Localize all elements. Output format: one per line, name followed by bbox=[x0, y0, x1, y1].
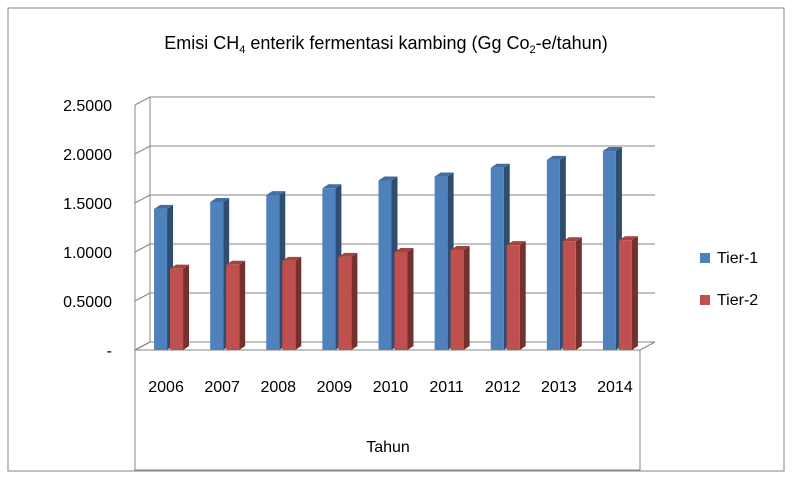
x-tick-label: 2007 bbox=[204, 379, 240, 396]
category-box bbox=[134, 350, 641, 471]
x-tick-label: 2012 bbox=[485, 379, 521, 396]
bar bbox=[394, 252, 408, 350]
y-tick-label: 0.5000 bbox=[63, 294, 112, 311]
bar bbox=[602, 151, 616, 350]
side-grid-line bbox=[134, 243, 151, 253]
x-axis-label: Tahun bbox=[366, 439, 410, 456]
bar bbox=[282, 260, 296, 350]
bar-top bbox=[378, 176, 398, 181]
y-tick-label: - bbox=[107, 343, 112, 360]
y-tick-label: 2.5000 bbox=[63, 98, 112, 115]
bar bbox=[506, 245, 520, 350]
bar-side bbox=[351, 252, 358, 350]
bar bbox=[322, 188, 336, 350]
bar bbox=[170, 268, 184, 350]
bar-top bbox=[154, 204, 174, 209]
bar-side bbox=[295, 256, 302, 350]
bar bbox=[154, 208, 168, 350]
legend-swatch bbox=[700, 253, 710, 263]
bar bbox=[618, 240, 632, 350]
chart-title: Emisi CH4 enterik fermentasi kambing (Gg… bbox=[164, 33, 607, 56]
bar-side bbox=[183, 264, 190, 350]
bar-top bbox=[506, 241, 526, 246]
bar-top bbox=[602, 147, 622, 152]
bar-top bbox=[226, 260, 246, 265]
x-tick-label: 2011 bbox=[429, 379, 464, 396]
legend-swatch bbox=[700, 295, 710, 305]
bar-top bbox=[618, 236, 638, 241]
bar-side bbox=[239, 260, 246, 350]
bar bbox=[210, 202, 224, 350]
bar bbox=[378, 180, 392, 350]
bar-top bbox=[490, 163, 510, 168]
bar bbox=[226, 264, 240, 350]
y-tick-label: 1.0000 bbox=[63, 245, 112, 262]
x-tick-label: 2010 bbox=[373, 379, 409, 396]
bar-top bbox=[450, 246, 470, 251]
side-grid-line bbox=[134, 145, 151, 155]
bar-top bbox=[266, 191, 286, 196]
x-tick-label: 2009 bbox=[317, 379, 353, 396]
bar bbox=[490, 167, 504, 350]
bar-side bbox=[631, 236, 638, 350]
bar-side bbox=[575, 237, 582, 350]
x-tick-label: 2006 bbox=[148, 379, 184, 396]
bar-top bbox=[322, 184, 342, 189]
bar-top bbox=[434, 172, 454, 177]
x-tick-label: 2008 bbox=[260, 379, 296, 396]
bar bbox=[546, 159, 560, 350]
bar-top bbox=[170, 264, 190, 269]
bar-top bbox=[282, 256, 302, 261]
bar-top bbox=[338, 252, 358, 257]
bar-top bbox=[562, 237, 582, 242]
bar bbox=[562, 241, 576, 350]
bar-side bbox=[463, 246, 470, 350]
bar-top bbox=[394, 248, 414, 252]
bar-side bbox=[407, 248, 414, 350]
x-tick-label: 2013 bbox=[541, 379, 577, 396]
bar bbox=[266, 195, 280, 350]
y-tick-label: 1.5000 bbox=[63, 196, 112, 213]
x-tick-label: 2014 bbox=[597, 379, 633, 396]
bar bbox=[434, 176, 448, 350]
side-grid-line bbox=[134, 341, 151, 351]
bar-top bbox=[546, 155, 566, 160]
legend-label: Tier-2 bbox=[717, 292, 758, 309]
bar bbox=[338, 256, 352, 350]
legend-label: Tier-1 bbox=[717, 250, 758, 267]
bar-side bbox=[519, 241, 526, 350]
y-tick-label: 2.0000 bbox=[63, 147, 112, 164]
side-grid-line bbox=[134, 194, 151, 204]
bar bbox=[450, 250, 464, 350]
side-grid-line bbox=[134, 292, 151, 302]
side-grid-line bbox=[134, 96, 151, 106]
bar-top bbox=[210, 198, 230, 203]
